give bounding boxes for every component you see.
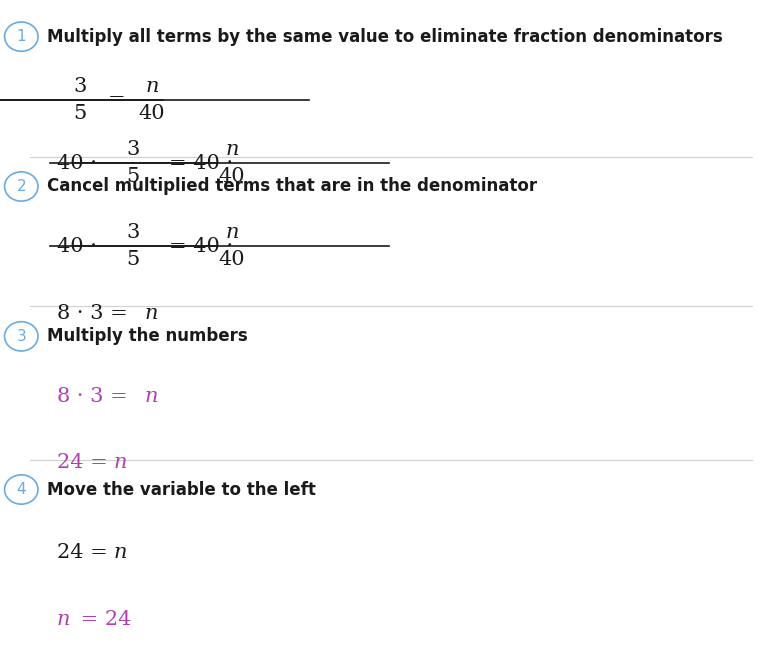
Text: n: n — [225, 223, 239, 242]
Text: 1: 1 — [17, 29, 26, 44]
Text: n: n — [225, 140, 239, 159]
Text: 40: 40 — [218, 167, 245, 186]
Text: 40 ·: 40 · — [57, 154, 97, 172]
Text: = 40 ·: = 40 · — [169, 154, 233, 172]
Text: 5: 5 — [73, 104, 87, 123]
Text: 40: 40 — [138, 104, 166, 123]
Text: 24 =: 24 = — [57, 543, 114, 562]
Circle shape — [5, 22, 38, 51]
Text: 40: 40 — [218, 250, 245, 270]
Text: =: = — [107, 91, 125, 109]
Text: = 40 ·: = 40 · — [169, 237, 233, 256]
Text: 8 · 3 =: 8 · 3 = — [57, 387, 135, 406]
Text: 3: 3 — [126, 223, 140, 242]
Text: 3: 3 — [73, 77, 87, 96]
Text: 40 ·: 40 · — [57, 237, 97, 256]
Text: 3: 3 — [126, 140, 140, 159]
Circle shape — [5, 172, 38, 201]
Text: 3: 3 — [17, 329, 26, 344]
Circle shape — [5, 322, 38, 351]
Circle shape — [5, 475, 38, 504]
Text: = 24: = 24 — [74, 610, 131, 629]
Text: 24 =: 24 = — [57, 454, 114, 472]
Text: n: n — [114, 454, 128, 472]
Text: Cancel multiplied terms that are in the denominator: Cancel multiplied terms that are in the … — [47, 177, 537, 196]
Text: 5: 5 — [126, 167, 140, 186]
Text: Multiply the numbers: Multiply the numbers — [47, 327, 248, 346]
Text: 4: 4 — [17, 482, 26, 497]
Text: 5: 5 — [126, 250, 140, 270]
Text: 2: 2 — [17, 179, 26, 194]
Text: Multiply all terms by the same value to eliminate fraction denominators: Multiply all terms by the same value to … — [47, 27, 723, 46]
Text: n: n — [145, 77, 159, 96]
Text: n: n — [144, 387, 158, 406]
Text: n: n — [57, 610, 71, 629]
Text: 8 · 3 =: 8 · 3 = — [57, 304, 135, 322]
Text: Move the variable to the left: Move the variable to the left — [47, 480, 316, 499]
Text: n: n — [114, 543, 128, 562]
Text: n: n — [144, 304, 158, 322]
